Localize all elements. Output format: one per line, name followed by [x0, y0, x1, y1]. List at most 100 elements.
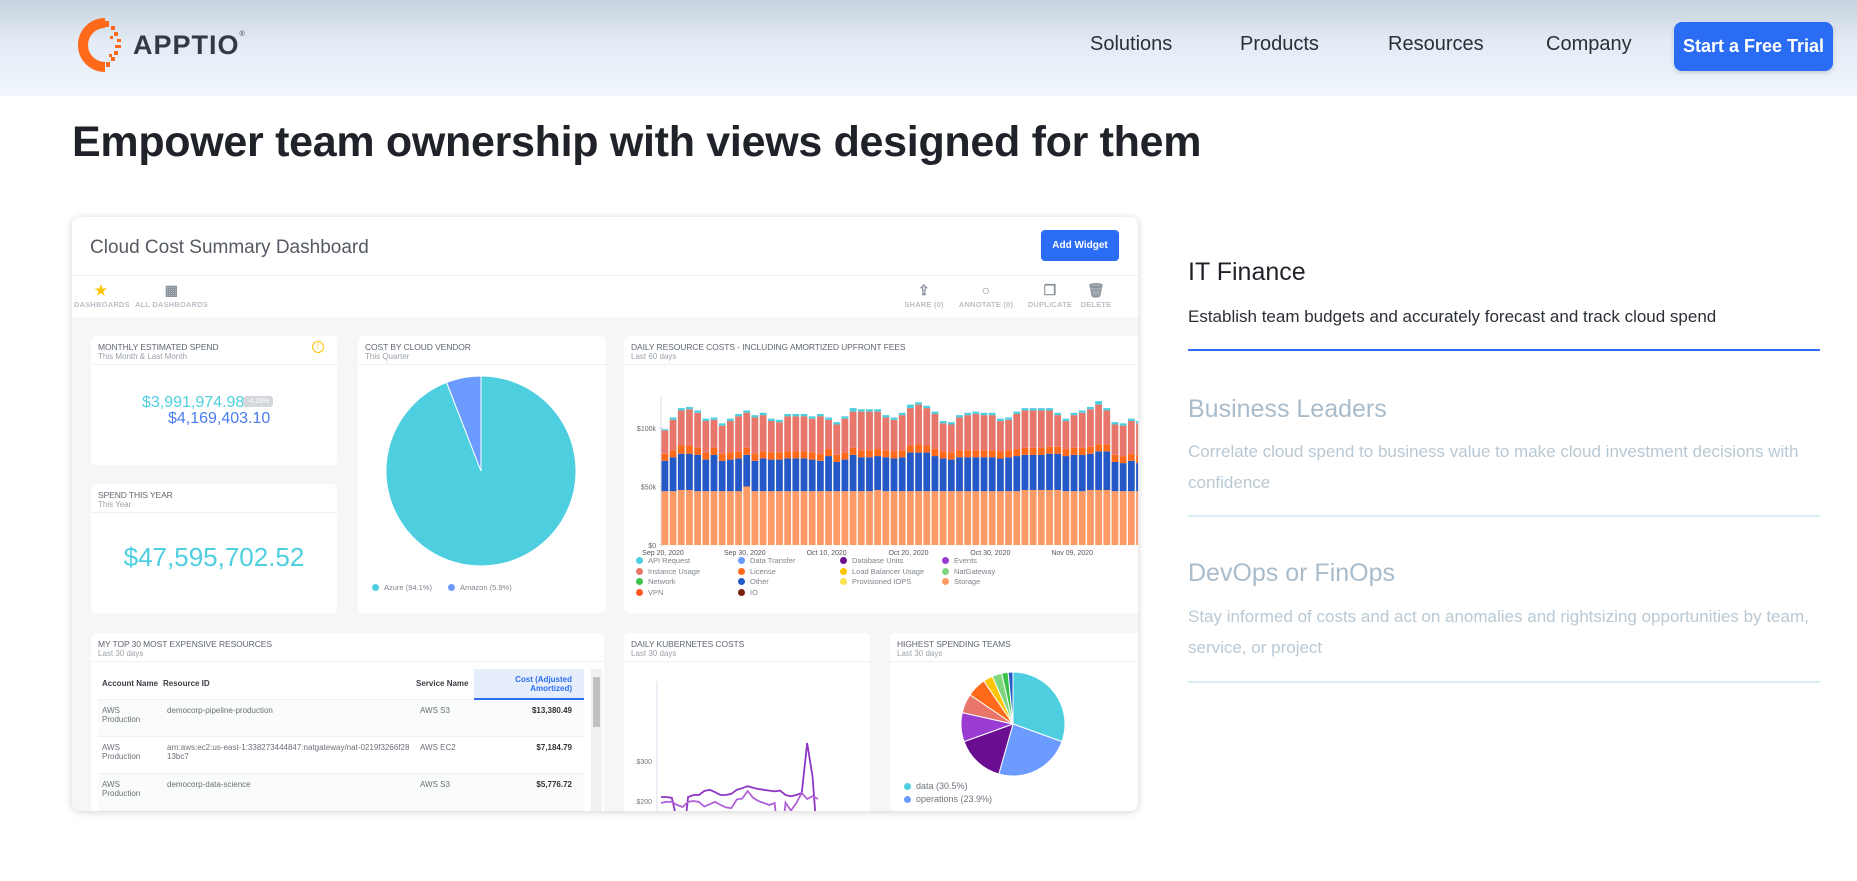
legend-item[interactable]: Other — [738, 577, 769, 586]
legend-azure: Azure (94.1%) — [372, 583, 432, 592]
duplicate-button[interactable]: ❐ DUPLICATE — [1024, 280, 1076, 309]
bar-segment-storage — [841, 491, 849, 545]
bar-segment-storage — [833, 491, 841, 545]
widget-title: DAILY RESOURCE COSTS - INCLUDING AMORTIZ… — [631, 342, 906, 352]
legend-item[interactable]: Load Balancer Usage — [840, 567, 924, 576]
bar-segment-instance-usage — [726, 420, 734, 453]
bar-segment-license — [833, 454, 841, 462]
widget-title: SPEND THIS YEAR — [98, 490, 173, 500]
bar-segment-license — [677, 445, 685, 454]
bar-segment-api-request — [718, 423, 726, 426]
bar-segment-instance-usage — [956, 417, 963, 451]
annotate-button[interactable]: ○ ANNOTATE (0) — [954, 280, 1018, 309]
bar-segment-other — [939, 458, 947, 492]
persona-description: Correlate cloud spend to business value … — [1188, 442, 1799, 492]
legend-item[interactable]: API Request — [636, 556, 690, 565]
bar-segment-instance-usage — [710, 419, 718, 448]
teams-pie-slice — [1007, 671, 1014, 725]
bar-segment-other — [890, 458, 898, 492]
bar-segment-instance-usage — [915, 404, 922, 445]
dashboard-header: Cloud Cost Summary Dashboard Add Widget — [72, 217, 1138, 276]
service-cell: AWS S3 — [420, 705, 450, 715]
bar-segment-storage — [767, 491, 775, 545]
bar-segment-license — [669, 450, 677, 458]
bar-segment-instance-usage — [841, 418, 849, 453]
legend-item[interactable]: License — [738, 567, 776, 576]
bar-segment-license — [1103, 444, 1111, 452]
table-row[interactable]: AWS Production democorp-pipeline-producti… — [98, 699, 584, 736]
col-cost-sorted[interactable]: Cost (Adjusted Amortized) — [474, 669, 584, 700]
bar-segment-storage — [857, 491, 865, 545]
comment-icon: ○ — [981, 282, 991, 298]
bar-segment-license — [874, 449, 882, 457]
table-row[interactable]: AWS Production democorp-data-science AWS S… — [98, 773, 584, 810]
legend-item[interactable]: Storage — [942, 577, 980, 586]
bar-segment-instance-usage — [923, 408, 931, 446]
col-account[interactable]: Account Name — [102, 679, 159, 689]
bar-segment-storage — [1021, 490, 1029, 545]
bar-segment-storage — [759, 491, 767, 545]
warning-icon[interactable]: ! — [312, 341, 324, 353]
service-cell: AWS RDS — [416, 810, 474, 811]
nav-products[interactable]: Products — [1240, 33, 1319, 55]
legend-item[interactable]: Network — [636, 577, 676, 586]
bar-segment-instance-usage — [874, 411, 882, 450]
apptio-logo[interactable]: APPTIO ® — [71, 18, 245, 72]
teams-pie-slice — [1012, 671, 1066, 743]
table-scrollbar[interactable] — [591, 669, 602, 811]
widget-subtitle: This Year — [98, 500, 132, 509]
nav-company[interactable]: Company — [1546, 33, 1632, 55]
bar-segment-storage — [784, 491, 792, 545]
bar-segment-storage — [907, 491, 914, 545]
bar-segment-storage — [939, 491, 947, 545]
dashboards-tab[interactable]: ★ DASHBOARDS — [74, 282, 130, 309]
bar-segment-storage — [890, 491, 898, 545]
bar-segment-other — [1054, 453, 1062, 491]
table-row[interactable]: AWS Production arn:aws:ec2:us-east-1:3382… — [98, 736, 584, 773]
legend-item[interactable]: Data Transfer — [738, 556, 795, 565]
x-tick-label: Oct 10, 2020 — [807, 550, 847, 557]
legend-item[interactable]: Instance Usage — [636, 567, 700, 576]
bar-segment-license — [997, 451, 1004, 459]
bar-segment-storage — [710, 491, 718, 545]
bar-segment-instance-usage — [857, 411, 865, 451]
add-widget-button[interactable]: Add Widget — [1041, 230, 1119, 261]
delete-button[interactable]: 🗑 DELETE — [1078, 280, 1114, 309]
bar-segment-instance-usage — [800, 416, 808, 452]
bar-segment-other — [743, 454, 751, 487]
bar-segment-instance-usage — [931, 413, 939, 450]
bar-segment-other — [972, 457, 980, 492]
bar-segment-license — [882, 450, 890, 458]
legend-item[interactable]: VPN — [636, 588, 663, 597]
col-resource-id[interactable]: Resource ID — [163, 679, 210, 689]
bar-segment-api-request — [686, 406, 693, 410]
bar-segment-api-request — [988, 412, 996, 416]
bar-segment-instance-usage — [1062, 420, 1070, 450]
legend-item[interactable]: Database Units — [840, 556, 903, 565]
col-service[interactable]: Service Name — [416, 679, 469, 689]
nav-solutions[interactable]: Solutions — [1090, 33, 1173, 55]
bar-segment-storage — [964, 491, 972, 545]
start-free-trial-button[interactable]: Start a Free Trial — [1674, 22, 1833, 71]
bar-segment-api-request — [694, 410, 702, 413]
persona-list: IT Finance Establish team budgets and ac… — [1188, 256, 1828, 696]
legend-item[interactable]: Provisioned IOPS — [840, 577, 911, 586]
all-dashboards-tab[interactable]: ▦ ALL DASHBOARDS — [134, 282, 209, 309]
legend-item[interactable]: IO — [738, 588, 758, 597]
bar-segment-storage — [686, 490, 693, 545]
bar-segment-other — [956, 457, 963, 492]
bar-segment-license — [784, 451, 792, 459]
bar-segment-storage — [726, 491, 734, 545]
nav-resources[interactable]: Resources — [1388, 33, 1484, 55]
table-row[interactable]: AWSarn:aws:rds:us-east-1:338273444847:cl… — [98, 810, 584, 811]
legend-item[interactable]: Events — [942, 556, 977, 565]
active-indicator — [1188, 349, 1820, 351]
bar-segment-other — [661, 460, 669, 492]
vendor-pie-chart — [385, 375, 577, 567]
legend-item[interactable]: NatGateway — [942, 567, 995, 576]
bar-segment-license — [1119, 456, 1127, 464]
bar-segment-instance-usage — [759, 415, 767, 452]
change-badge: -4.26% — [243, 396, 274, 407]
share-button[interactable]: ⇪ SHARE (0) — [900, 280, 948, 309]
bar-segment-instance-usage — [1070, 415, 1078, 448]
